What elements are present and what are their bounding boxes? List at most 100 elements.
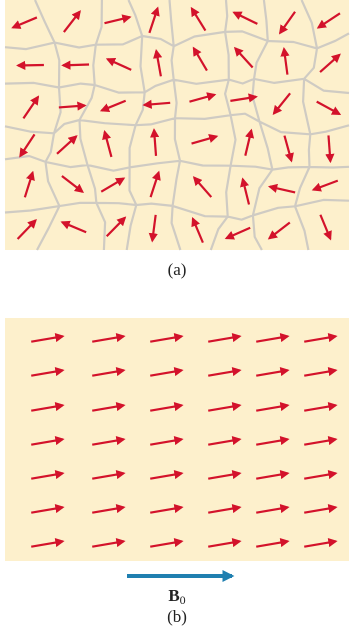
aligned-arrow	[304, 366, 338, 377]
moment-arrow	[190, 6, 207, 32]
moment-arrow	[316, 12, 341, 29]
aligned-arrow	[304, 537, 338, 548]
aligned-arrow	[304, 503, 338, 514]
aligned-arrow	[150, 537, 184, 548]
aligned-arrow	[150, 401, 184, 412]
aligned-arrow	[92, 435, 126, 446]
aligned-arrow	[208, 366, 242, 377]
moment-arrow	[278, 11, 296, 35]
panel-b-label: (b)	[167, 607, 187, 626]
moment-arrow	[60, 220, 87, 234]
moment-arrow	[105, 57, 132, 71]
moment-arrow	[149, 170, 161, 198]
moment-arrow	[142, 99, 171, 109]
moment-arrow	[61, 60, 90, 70]
moment-arrow	[189, 92, 217, 103]
field-label: B0	[168, 586, 185, 607]
aligned-arrow	[256, 503, 290, 514]
domain-boundaries	[4, 0, 350, 251]
aligned-arrow	[92, 401, 126, 412]
moment-arrow	[23, 170, 35, 198]
aligned-arrow	[150, 435, 184, 446]
moment-arrow	[19, 133, 36, 158]
aligned-arrow	[256, 332, 290, 343]
panel-a-label: (a)	[168, 260, 187, 279]
aligned-arrow	[208, 537, 242, 548]
moment-arrow	[148, 6, 160, 34]
moment-arrow	[244, 128, 255, 156]
aligned-arrow	[304, 435, 338, 446]
field-subscript: 0	[180, 593, 186, 607]
aligned-arrow	[31, 366, 65, 377]
moment-arrow	[148, 214, 158, 243]
moment-arrow	[272, 92, 291, 115]
moment-arrow	[105, 216, 127, 238]
moment-arrow	[191, 134, 219, 145]
moment-arrow	[192, 176, 213, 198]
aligned-arrow	[304, 332, 338, 343]
moment-arrow	[224, 226, 251, 240]
moment-arrow	[102, 130, 113, 158]
moment-arrow	[325, 135, 335, 164]
moment-arrow	[153, 48, 163, 77]
field-symbol: B	[168, 586, 179, 605]
aligned-arrow	[150, 366, 184, 377]
aligned-arrow	[256, 435, 290, 446]
aligned-arrow	[150, 503, 184, 514]
aligned-arrow	[208, 435, 242, 446]
moment-arrow	[16, 218, 37, 240]
moment-arrow	[311, 179, 339, 192]
moment-arrow	[150, 128, 160, 156]
aligned-arrow	[31, 503, 65, 514]
panel-a-arrows	[11, 6, 342, 244]
aligned-arrow	[304, 401, 338, 412]
moment-arrow	[191, 216, 204, 244]
aligned-arrow	[256, 401, 290, 412]
moment-arrow	[240, 177, 251, 205]
aligned-arrow	[31, 401, 65, 412]
aligned-arrow	[92, 366, 126, 377]
aligned-arrow	[31, 537, 65, 548]
aligned-arrow	[208, 469, 242, 480]
aligned-arrow	[92, 503, 126, 514]
aligned-arrow	[31, 332, 65, 343]
moment-arrow	[230, 93, 258, 103]
aligned-arrow	[31, 435, 65, 446]
aligned-arrow	[150, 332, 184, 343]
aligned-arrow	[304, 469, 338, 480]
moment-arrow	[22, 95, 40, 120]
moment-arrow	[100, 177, 126, 193]
aligned-arrow	[92, 537, 126, 548]
aligned-arrow	[31, 469, 65, 480]
moment-arrow	[233, 46, 254, 69]
aligned-arrow	[208, 332, 242, 343]
moment-arrow	[232, 11, 258, 25]
moment-arrow	[61, 175, 84, 193]
moment-arrow	[99, 99, 127, 113]
panel-b-arrows	[31, 332, 338, 548]
moment-arrow	[319, 214, 332, 241]
moment-arrow	[319, 53, 341, 73]
moment-arrow	[63, 10, 81, 33]
moment-arrow	[192, 46, 208, 72]
aligned-arrow	[92, 469, 126, 480]
moment-arrow	[267, 183, 296, 194]
moment-arrow	[11, 16, 38, 29]
aligned-arrow	[92, 332, 126, 343]
aligned-arrow	[256, 366, 290, 377]
moment-arrow	[267, 221, 291, 240]
moment-arrow	[56, 135, 78, 155]
moment-arrow	[283, 135, 294, 163]
aligned-arrow	[150, 469, 184, 480]
aligned-arrow	[256, 537, 290, 548]
moment-arrow	[316, 100, 342, 116]
domain-wall	[4, 0, 350, 251]
aligned-arrow	[256, 469, 290, 480]
moment-arrow	[280, 47, 290, 75]
aligned-arrow	[208, 401, 242, 412]
moment-arrow	[104, 14, 132, 25]
moment-arrow	[58, 101, 87, 111]
aligned-arrow	[208, 503, 242, 514]
